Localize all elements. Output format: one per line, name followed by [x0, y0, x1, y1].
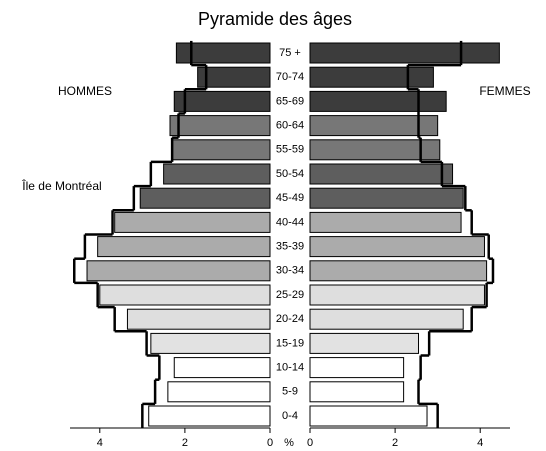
bar	[175, 42, 271, 64]
bar	[114, 211, 271, 233]
bar	[309, 115, 439, 137]
bar	[309, 211, 462, 233]
bar	[139, 187, 271, 209]
bar	[171, 139, 271, 161]
bar	[309, 163, 454, 185]
x-tick-label: 2	[392, 437, 398, 449]
category-label: 5-9	[282, 386, 298, 398]
bar	[309, 90, 447, 112]
bar	[148, 405, 271, 427]
bar	[309, 332, 420, 354]
category-label: 60-64	[276, 120, 304, 132]
bar	[309, 405, 428, 427]
category-label: 40-44	[276, 216, 304, 228]
bar	[309, 139, 441, 161]
x-axis-label: %	[284, 437, 294, 449]
bar	[309, 260, 488, 282]
bar	[309, 357, 405, 379]
category-label: 50-54	[276, 168, 304, 180]
bar	[167, 381, 271, 403]
x-tick-label: 0	[307, 437, 313, 449]
bar	[173, 357, 271, 379]
bar	[169, 115, 271, 137]
x-tick-label: 4	[97, 437, 103, 449]
legend-outline: Île de Montréal	[21, 178, 101, 193]
bar	[309, 42, 500, 64]
bar	[309, 308, 464, 330]
category-label: 15-19	[276, 337, 304, 349]
category-label: 20-24	[276, 313, 304, 325]
category-label: 10-14	[276, 362, 304, 374]
bar	[150, 332, 271, 354]
x-tick-label: 2	[182, 437, 188, 449]
bar	[309, 66, 434, 88]
bar	[197, 66, 271, 88]
category-label: 25-29	[276, 289, 304, 301]
chart-title: Pyramide des âges	[198, 9, 352, 29]
category-label: 35-39	[276, 241, 304, 253]
bar	[173, 90, 271, 112]
bar	[309, 187, 464, 209]
x-tick-label: 0	[267, 437, 273, 449]
category-label: 65-69	[276, 95, 304, 107]
bar	[99, 284, 271, 306]
x-tick-label: 4	[477, 437, 483, 449]
category-label: 75 +	[279, 47, 301, 59]
bar	[97, 236, 271, 258]
bar	[163, 163, 271, 185]
legend-femmes: FEMMES	[479, 84, 530, 98]
category-label: 45-49	[276, 192, 304, 204]
legend-hommes: HOMMES	[58, 84, 112, 98]
category-label: 0-4	[282, 410, 298, 422]
bar	[309, 284, 485, 306]
bar	[126, 308, 271, 330]
category-label: 55-59	[276, 144, 304, 156]
bar	[309, 381, 405, 403]
category-label: 70-74	[276, 71, 304, 83]
category-label: 30-34	[276, 265, 304, 277]
bar	[86, 260, 271, 282]
bar	[309, 236, 485, 258]
